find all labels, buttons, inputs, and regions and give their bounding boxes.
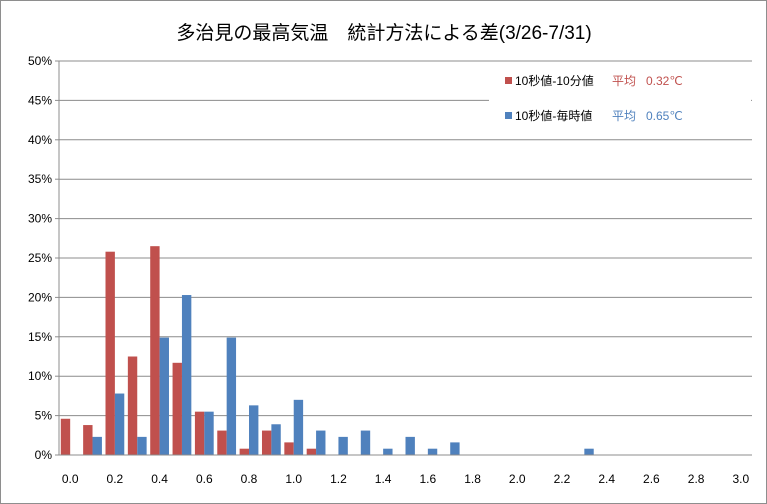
bar-series-2 — [316, 430, 326, 455]
bar-series-1 — [217, 430, 227, 455]
legend-label-series-1: 10秒値-10分値 — [515, 73, 594, 88]
y-tick-label: 20% — [28, 290, 52, 304]
bar-series-1 — [306, 448, 317, 455]
x-tick-label: 1.8 — [464, 472, 481, 486]
bar-series-1 — [83, 425, 93, 455]
y-tick-label: 10% — [28, 369, 52, 383]
legend-average-value-series-1: 0.32℃ — [646, 74, 683, 88]
legend-swatch-series-2 — [505, 112, 512, 119]
bar-series-1 — [284, 442, 294, 455]
x-tick-label: 2.4 — [598, 472, 615, 486]
legend-average-value-series-2: 0.65℃ — [646, 109, 683, 123]
x-tick-label: 0.8 — [241, 472, 258, 486]
y-tick-label: 25% — [28, 251, 52, 265]
x-tick-label: 3.0 — [732, 472, 749, 486]
bar-series-2 — [584, 448, 594, 455]
bar-series-2 — [249, 405, 259, 455]
bar-series-1 — [127, 356, 138, 455]
x-tick-label: 0.2 — [107, 472, 124, 486]
y-tick-label: 0% — [35, 448, 53, 462]
chart-title: 多治見の最高気温 統計方法による差(3/26-7/31) — [176, 22, 591, 44]
legend-average-label-series-2: 平均 — [612, 109, 636, 123]
bar-series-2 — [204, 411, 214, 455]
x-tick-label: 1.2 — [330, 472, 347, 486]
bar-series-2 — [137, 436, 147, 455]
x-tick-label: 1.6 — [420, 472, 437, 486]
bar-series-1 — [239, 448, 250, 455]
bar-series-2 — [92, 436, 102, 455]
bar-series-2 — [114, 393, 125, 455]
x-tick-label: 2.2 — [554, 472, 571, 486]
y-tick-label: 45% — [28, 93, 52, 107]
x-tick-label: 2.6 — [643, 472, 660, 486]
bar-series-2 — [427, 448, 438, 455]
bar-series-2 — [405, 436, 415, 455]
legend: 10秒値-10分値 平均 0.32℃ 10秒値-毎時値 平均 0.65℃ — [489, 73, 751, 123]
legend-swatch-series-1 — [505, 77, 512, 84]
bar-series-2 — [271, 424, 281, 455]
bar-series-2 — [450, 442, 460, 455]
bar-series-1 — [60, 418, 71, 455]
x-tick-label: 0.0 — [62, 472, 79, 486]
bar-series-1 — [105, 251, 115, 455]
y-tick-label: 50% — [28, 54, 52, 68]
x-tick-label: 2.8 — [688, 472, 705, 486]
bar-series-2 — [293, 399, 304, 455]
legend-label-series-2: 10秒値-毎時値 — [515, 108, 592, 123]
bar-series-2 — [181, 295, 192, 455]
bar-series-1 — [150, 246, 160, 455]
bar-series-1 — [194, 411, 205, 455]
y-tick-label: 35% — [28, 172, 52, 186]
bar-series-2 — [338, 436, 348, 455]
axes: 0% 5% 10% 15% 20% 25% 30% 35% 40% 45% 50% 0.0 0.2 0.4… — [28, 54, 752, 486]
bar-series-1 — [261, 430, 272, 455]
y-tick-label: 30% — [28, 212, 52, 226]
y-tick-label: 40% — [28, 133, 52, 147]
bar-series-2 — [383, 448, 393, 455]
x-tick-label: 0.4 — [151, 472, 168, 486]
bar-series-2 — [159, 337, 169, 455]
y-tick-label: 5% — [35, 409, 53, 423]
x-tick-label: 2.0 — [509, 472, 526, 486]
bar-series-2 — [360, 430, 371, 455]
x-tick-label: 0.6 — [196, 472, 213, 486]
bar-series-1 — [172, 362, 182, 455]
x-tick-label: 1.4 — [375, 472, 392, 486]
x-tick-label: 1.0 — [285, 472, 302, 486]
legend-average-label-series-1: 平均 — [612, 74, 636, 88]
bar-series-2 — [226, 337, 237, 455]
bars — [60, 246, 594, 455]
y-tick-label: 15% — [28, 330, 52, 344]
